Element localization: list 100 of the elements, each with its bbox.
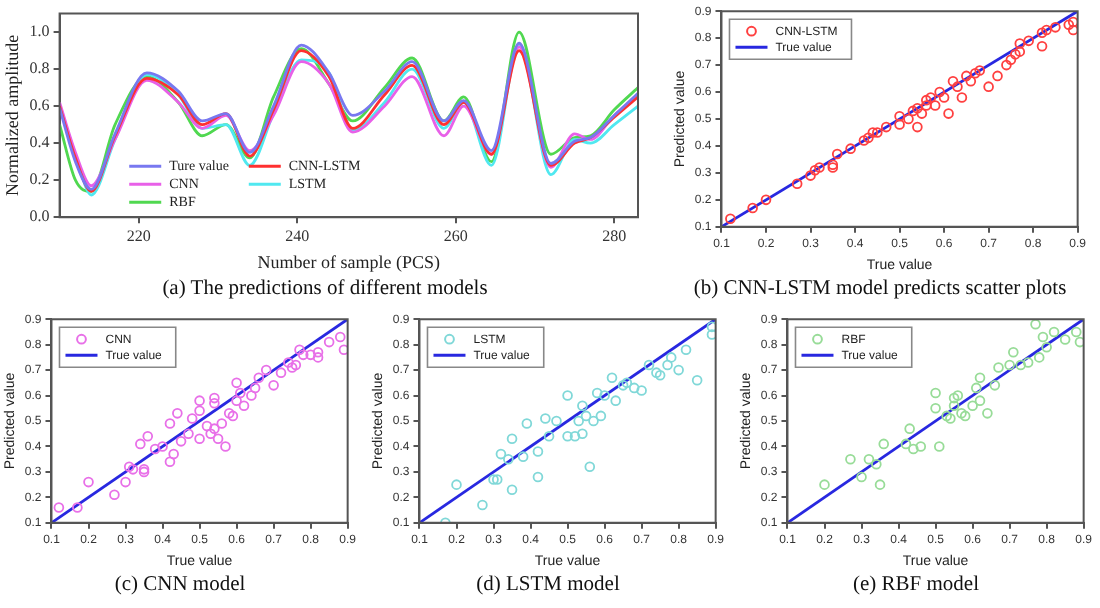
- point: [643, 359, 655, 371]
- point: [135, 438, 146, 450]
- y-axis-title: Normalized amplitude: [1, 34, 22, 197]
- point: [283, 357, 294, 368]
- point: [878, 438, 890, 450]
- point: [157, 441, 168, 452]
- point: [945, 413, 956, 424]
- point: [1023, 35, 1034, 47]
- point: [1037, 331, 1049, 343]
- point: [912, 121, 923, 133]
- point: [874, 479, 886, 490]
- point: [1059, 334, 1071, 345]
- point: [903, 113, 914, 125]
- point: [621, 377, 633, 389]
- point: [916, 108, 928, 119]
- point: [791, 178, 803, 189]
- point: [506, 433, 518, 445]
- point: [989, 380, 1001, 391]
- point: [205, 428, 216, 440]
- point: [863, 132, 874, 144]
- text: (b) CNN-LSTM model predicts scatter plots: [691, 278, 1069, 300]
- point: [220, 441, 231, 452]
- point: [1041, 24, 1052, 36]
- point: [1004, 359, 1015, 371]
- point: [933, 441, 945, 452]
- point: [1063, 19, 1075, 30]
- point: [1010, 49, 1021, 60]
- point: [305, 349, 316, 361]
- point: [606, 372, 618, 384]
- point: [982, 408, 993, 419]
- point: [1008, 346, 1019, 358]
- point: [952, 390, 964, 401]
- point: [920, 94, 932, 106]
- point: [912, 102, 923, 114]
- point: [1041, 341, 1052, 353]
- point: [495, 448, 507, 460]
- point: [1036, 40, 1048, 52]
- point: [312, 352, 324, 363]
- point: [109, 489, 120, 501]
- point: [209, 392, 220, 404]
- point: [231, 377, 242, 389]
- point: [562, 390, 573, 401]
- point: [491, 474, 503, 485]
- point: [947, 75, 959, 87]
- point: [294, 344, 305, 356]
- point: [323, 336, 335, 348]
- point: [209, 423, 220, 434]
- point: [628, 382, 640, 394]
- y-tick-label: 0.2: [29, 170, 50, 189]
- point: [562, 430, 573, 442]
- point: [297, 349, 309, 361]
- point: [651, 367, 662, 378]
- point: [584, 461, 596, 473]
- point: [194, 433, 205, 445]
- point: [760, 194, 772, 206]
- point: [871, 458, 882, 470]
- point: [127, 464, 139, 475]
- point: [275, 367, 287, 378]
- point: [451, 479, 462, 490]
- point: [831, 148, 843, 160]
- point: [599, 390, 610, 401]
- point: [223, 408, 235, 419]
- point: [183, 428, 194, 440]
- point: [956, 92, 968, 103]
- point: [925, 92, 937, 103]
- point: [863, 453, 875, 465]
- x-tick-label: 220: [126, 226, 151, 245]
- point: [959, 410, 971, 422]
- point: [1005, 54, 1017, 66]
- y-tick-label: 0.6: [29, 96, 50, 115]
- point: [747, 202, 758, 214]
- text: (e) RBF model: [851, 574, 981, 596]
- point: [908, 443, 919, 455]
- point: [569, 430, 581, 442]
- point: [872, 127, 883, 138]
- point: [943, 108, 954, 119]
- point: [194, 395, 205, 406]
- point: [929, 100, 941, 111]
- point: [573, 415, 584, 427]
- point: [1033, 352, 1045, 363]
- point: [580, 410, 592, 422]
- point: [617, 380, 629, 391]
- point: [969, 67, 981, 79]
- point: [120, 476, 131, 488]
- point: [227, 410, 239, 422]
- point: [845, 453, 856, 465]
- point: [819, 479, 830, 490]
- point: [965, 75, 977, 87]
- point: [72, 502, 83, 513]
- point: [488, 474, 499, 485]
- point: [290, 359, 302, 371]
- point: [993, 362, 1004, 373]
- point: [238, 400, 250, 412]
- point: [809, 164, 821, 176]
- point: [532, 471, 544, 483]
- point: [83, 476, 94, 488]
- point: [164, 418, 176, 429]
- point: [725, 213, 736, 225]
- point: [974, 65, 986, 76]
- point: [1067, 16, 1078, 28]
